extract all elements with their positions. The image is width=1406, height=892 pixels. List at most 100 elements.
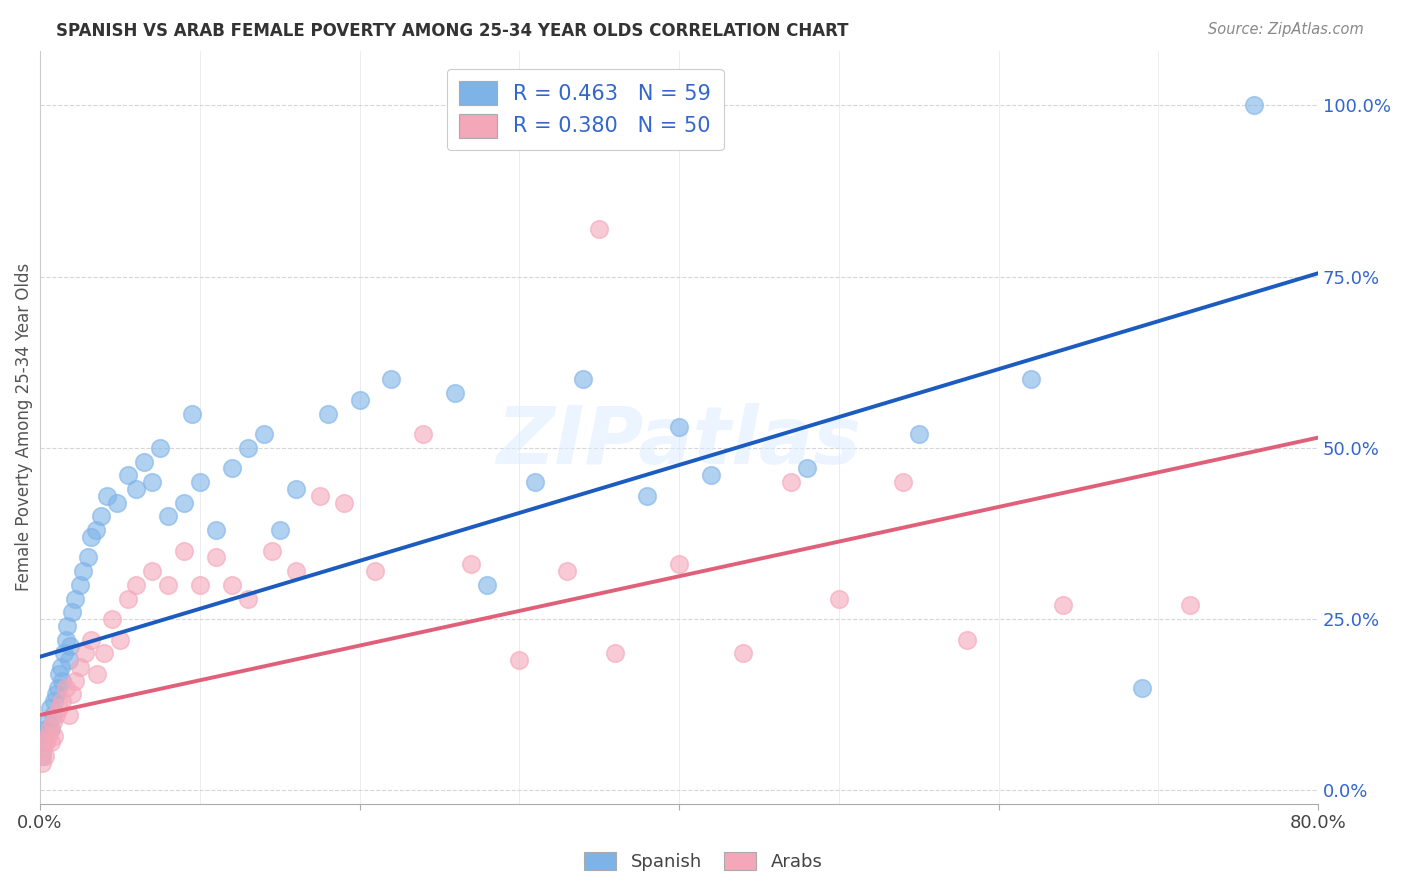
Point [55,632,77,647]
Point [284,564,307,578]
Point [117,468,139,483]
Point [117,591,139,606]
Point [125,578,148,592]
Point [349,392,371,407]
Point [796,461,818,475]
Point [284,482,307,496]
Point [253,427,276,442]
Point [221,461,243,475]
Point [156,509,179,524]
Point [34,749,56,764]
Point [69,660,91,674]
Point [31,749,53,764]
Point [1019,372,1042,386]
Point [58,653,80,667]
Point [84,523,107,537]
Point [173,543,195,558]
Point [39,735,62,749]
Point [35,735,58,749]
Point [96,489,118,503]
Point [49,660,72,674]
Point [236,441,259,455]
Point [524,475,547,489]
Y-axis label: Female Poverty Among 25-34 Year Olds: Female Poverty Among 25-34 Year Olds [15,263,32,591]
Point [572,372,595,386]
Point [52,646,75,660]
Point [891,475,914,489]
Point [48,701,70,715]
Text: ZIPatlas: ZIPatlas [496,403,862,482]
Point [73,646,96,660]
Point [69,578,91,592]
Point [236,591,259,606]
Point [605,646,627,660]
Point [34,729,56,743]
Point [60,605,83,619]
Point [907,427,929,442]
Point [32,735,55,749]
Point [86,666,108,681]
Legend: Spanish, Arabs: Spanish, Arabs [576,845,830,879]
Point [316,407,339,421]
Point [44,729,66,743]
Point [260,543,283,558]
Point [51,673,73,688]
Point [156,578,179,592]
Point [59,640,82,654]
Point [780,475,803,489]
Point [60,687,83,701]
Point [308,489,330,503]
Point [58,708,80,723]
Point [149,441,172,455]
Point [588,221,610,235]
Point [269,523,291,537]
Point [1132,681,1154,695]
Point [1180,599,1202,613]
Text: Source: ZipAtlas.com: Source: ZipAtlas.com [1208,22,1364,37]
Point [108,632,131,647]
Point [72,564,94,578]
Point [180,407,202,421]
Point [93,646,115,660]
Point [90,509,112,524]
Point [141,564,163,578]
Point [221,578,243,592]
Point [1243,98,1265,112]
Point [63,673,86,688]
Point [44,694,66,708]
Point [38,722,60,736]
Point [364,564,387,578]
Point [956,632,979,647]
Point [731,646,754,660]
Point [101,612,124,626]
Point [56,619,79,633]
Point [48,666,70,681]
Point [80,632,103,647]
Point [477,578,499,592]
Point [668,558,690,572]
Point [1052,599,1074,613]
Point [35,722,58,736]
Point [332,496,354,510]
Point [45,708,67,723]
Point [42,714,65,729]
Point [45,687,67,701]
Point [31,756,53,770]
Point [39,722,62,736]
Legend: R = 0.463   N = 59, R = 0.380   N = 50: R = 0.463 N = 59, R = 0.380 N = 50 [447,69,724,150]
Point [380,372,402,386]
Point [32,742,55,756]
Point [141,475,163,489]
Point [125,482,148,496]
Point [204,550,226,565]
Point [38,701,60,715]
Point [636,489,658,503]
Point [37,729,59,743]
Point [188,578,211,592]
Point [668,420,690,434]
Point [460,558,482,572]
Point [204,523,226,537]
Point [105,496,128,510]
Text: SPANISH VS ARAB FEMALE POVERTY AMONG 25-34 YEAR OLDS CORRELATION CHART: SPANISH VS ARAB FEMALE POVERTY AMONG 25-… [56,22,849,40]
Point [188,475,211,489]
